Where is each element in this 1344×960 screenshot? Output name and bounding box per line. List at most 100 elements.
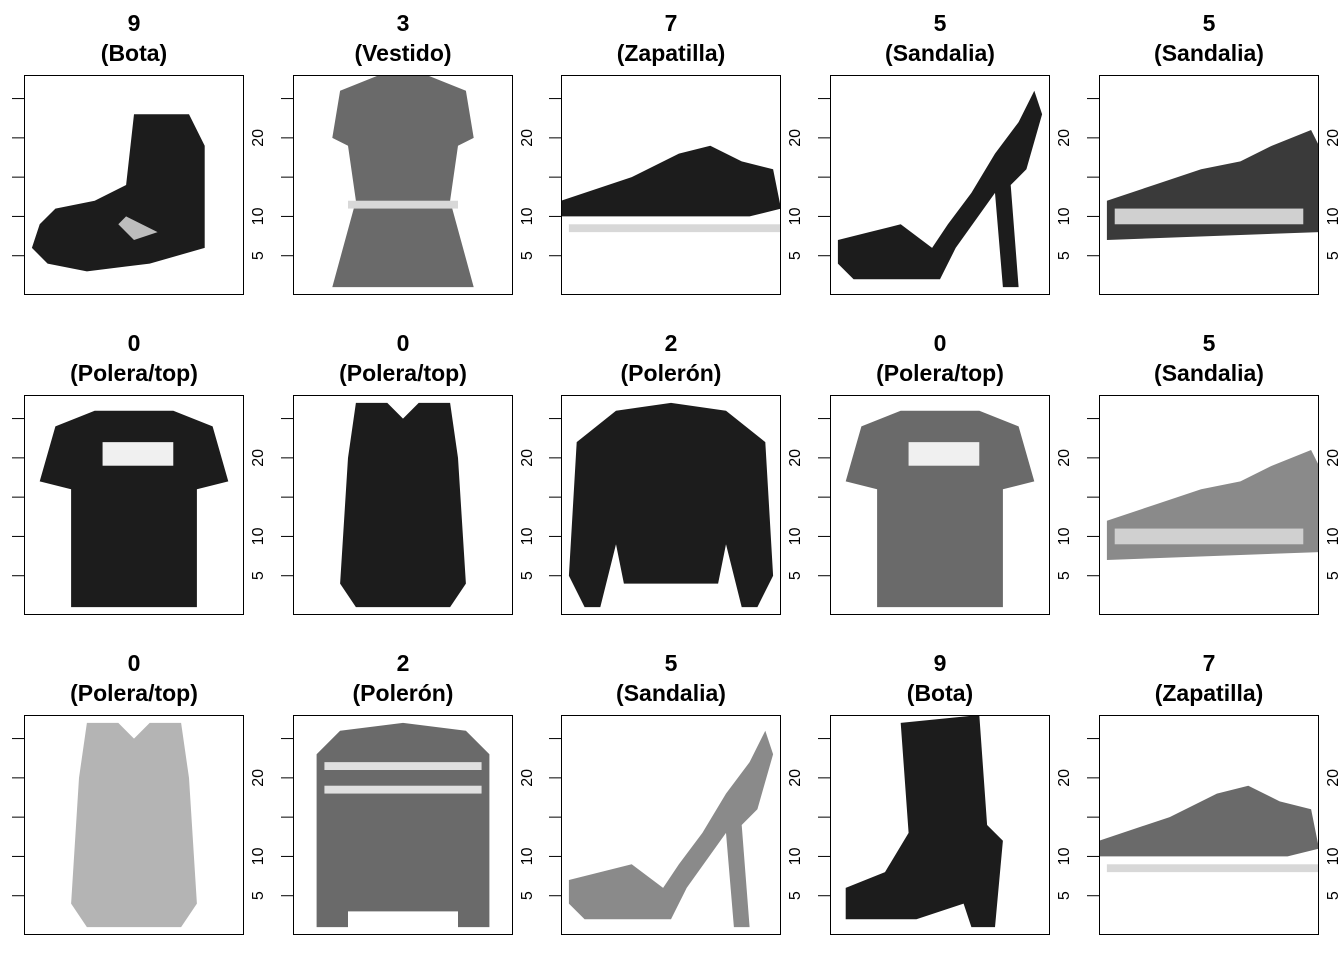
image-pixel-region xyxy=(348,200,458,209)
y-tick-label: 5 xyxy=(250,251,267,260)
image-plot-svg: 5 10 20 xyxy=(549,395,804,615)
plot-frame xyxy=(293,75,513,295)
plot-frame xyxy=(293,395,513,615)
y-tick-label: 10 xyxy=(519,207,536,225)
y-tick-label: 5 xyxy=(1056,251,1073,260)
image-panel: 7 (Zapatilla) 5 10 20 xyxy=(549,0,829,320)
image-pixel-region xyxy=(1106,864,1319,873)
y-tick-label: 5 xyxy=(250,571,267,580)
y-tick-label: 5 xyxy=(1056,891,1073,900)
panel-label-number: 3 xyxy=(396,10,410,36)
image-pixel-region xyxy=(1114,528,1304,545)
image-plot-svg: 5 10 20 xyxy=(549,75,804,295)
y-tick-label: 20 xyxy=(1056,449,1073,467)
panel-label-number: 5 xyxy=(1202,10,1216,36)
image-plot-svg: 5 10 20 xyxy=(818,715,1073,935)
panel-label-number: 0 xyxy=(396,330,410,356)
plot-frame xyxy=(293,715,513,935)
y-tick-label: 20 xyxy=(1056,129,1073,147)
y-tick-label: 5 xyxy=(519,251,536,260)
image-panel: 9 (Bota) 5 10 20 xyxy=(818,640,1098,960)
panel-label-name: (Vestido) xyxy=(354,40,452,66)
image-plot: 5 10 20 xyxy=(281,75,536,295)
image-plot: 5 10 20 xyxy=(281,715,536,935)
panel-label-name: (Polera/top) xyxy=(70,360,198,386)
panel-label-name: (Polera/top) xyxy=(339,360,467,386)
panel-label-name: (Sandalia) xyxy=(1154,360,1264,386)
y-tick-label: 20 xyxy=(519,769,536,787)
panel-label-number: 0 xyxy=(933,330,947,356)
image-pixel-region xyxy=(568,402,774,608)
panel-label-number: 5 xyxy=(1202,330,1216,356)
garment-image xyxy=(568,402,774,608)
y-tick-label: 10 xyxy=(519,847,536,865)
y-tick-label: 5 xyxy=(1056,571,1073,580)
panel-label-name: (Bota) xyxy=(906,680,974,706)
y-tick-label: 10 xyxy=(250,207,267,225)
image-panel: 5 (Sandalia) 5 10 20 xyxy=(1087,320,1344,640)
image-plot-svg: 5 10 20 xyxy=(12,395,267,615)
image-plot: 5 10 20 xyxy=(549,75,804,295)
garment-image xyxy=(340,402,466,608)
y-tick-label: 20 xyxy=(787,449,804,467)
y-tick-label: 20 xyxy=(787,769,804,787)
image-panel: 0 (Polera/top) 5 10 20 xyxy=(281,320,561,640)
image-pixel-region xyxy=(908,442,980,466)
plot-frame xyxy=(561,715,781,935)
plot-frame xyxy=(1099,75,1319,295)
y-tick-label: 10 xyxy=(1325,847,1342,865)
y-tick-label: 10 xyxy=(1056,527,1073,545)
y-tick-label: 10 xyxy=(1325,207,1342,225)
y-tick-label: 5 xyxy=(787,251,804,260)
plot-frame xyxy=(1099,395,1319,615)
panel-label-name: (Zapatilla) xyxy=(1154,680,1264,706)
garment-image xyxy=(845,715,1003,928)
panel-label-name: (Sandalia) xyxy=(885,40,995,66)
panel-label-number: 0 xyxy=(127,650,141,676)
panel-label-name: (Polera/top) xyxy=(876,360,1004,386)
image-plot: 5 10 20 xyxy=(549,395,804,615)
image-panel: 2 (Polerón) 5 10 20 xyxy=(281,640,561,960)
image-plot: 5 10 20 xyxy=(12,75,267,295)
panel-label-number: 2 xyxy=(664,330,678,356)
image-pixel-region xyxy=(568,730,774,928)
image-pixel-region xyxy=(561,145,781,217)
y-tick-label: 20 xyxy=(787,129,804,147)
image-plot-svg: 5 10 20 xyxy=(1087,75,1342,295)
image-pixel-region xyxy=(845,715,1003,928)
y-tick-label: 20 xyxy=(1325,129,1342,147)
y-tick-label: 5 xyxy=(787,891,804,900)
image-plot-svg: 5 10 20 xyxy=(12,715,267,935)
image-plot: 5 10 20 xyxy=(1087,395,1342,615)
image-plot-svg: 5 10 20 xyxy=(818,395,1073,615)
panel-label-number: 9 xyxy=(933,650,947,676)
image-plot-svg: 5 10 20 xyxy=(281,75,536,295)
image-pixel-region xyxy=(1114,208,1304,225)
image-panel: 5 (Sandalia) 5 10 20 xyxy=(1087,0,1344,320)
image-panel: 0 (Polera/top) 5 10 20 xyxy=(818,320,1098,640)
image-plot-svg: 5 10 20 xyxy=(12,75,267,295)
panel-label-number: 0 xyxy=(127,330,141,356)
image-plot: 5 10 20 xyxy=(818,715,1073,935)
panel-label-number: 7 xyxy=(664,10,678,36)
panel-label-name: (Sandalia) xyxy=(1154,40,1264,66)
image-panel: 2 (Polerón) 5 10 20 xyxy=(549,320,829,640)
image-plot-svg: 5 10 20 xyxy=(1087,395,1342,615)
image-pixel-region xyxy=(118,216,158,240)
image-plot: 5 10 20 xyxy=(818,75,1073,295)
image-plot: 5 10 20 xyxy=(281,395,536,615)
image-pixel-region xyxy=(31,114,205,272)
image-pixel-region xyxy=(340,402,466,608)
y-tick-label: 10 xyxy=(1056,847,1073,865)
y-tick-label: 20 xyxy=(250,129,267,147)
image-plot: 5 10 20 xyxy=(12,715,267,935)
image-plot-svg: 5 10 20 xyxy=(281,395,536,615)
y-tick-label: 5 xyxy=(519,571,536,580)
image-panel: 7 (Zapatilla) 5 10 20 xyxy=(1087,640,1344,960)
y-tick-label: 5 xyxy=(519,891,536,900)
garment-image xyxy=(1106,130,1319,240)
y-tick-label: 10 xyxy=(250,847,267,865)
garment-image xyxy=(561,145,781,233)
image-pixel-region xyxy=(324,762,482,770)
garment-image xyxy=(316,722,490,928)
